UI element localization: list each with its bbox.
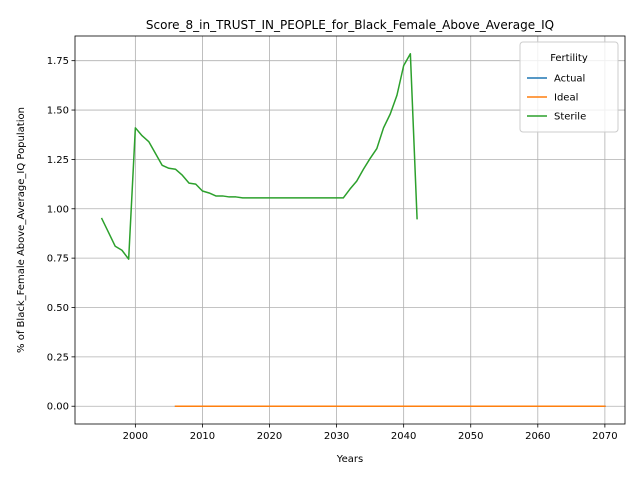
x-tick-label: 2070 xyxy=(592,431,617,442)
y-tick-label: 1.50 xyxy=(47,106,69,117)
plot-frame xyxy=(74,35,626,425)
legend: Fertility Actual Ideal Sterile xyxy=(519,41,619,133)
legend-title: Fertility xyxy=(550,53,588,64)
legend-box xyxy=(519,41,619,133)
y-tick-label: 0.25 xyxy=(47,352,69,363)
legend-label-ideal: Ideal xyxy=(554,93,578,104)
legend-label-actual: Actual xyxy=(554,74,585,85)
legend-label-sterile: Sterile xyxy=(554,112,586,123)
y-axis-label: % of Black_Female Above_Average_IQ Popul… xyxy=(16,107,27,353)
x-tick-label: 2000 xyxy=(123,431,148,442)
x-tick-label: 2020 xyxy=(257,431,282,442)
x-tick-label: 2040 xyxy=(391,431,416,442)
series-line-sterile xyxy=(100,53,418,260)
grid xyxy=(75,36,625,424)
x-tick-label: 2010 xyxy=(190,431,215,442)
x-tick-label: 2030 xyxy=(324,431,349,442)
y-tick-label: 0.75 xyxy=(47,254,69,265)
y-tick-label: 1.75 xyxy=(47,56,69,67)
y-axis-ticks: 0.00 0.25 0.50 0.75 1.00 1.25 1.50 1.75 xyxy=(47,56,75,413)
chart-title: Score_8_in_TRUST_IN_PEOPLE_for_Black_Fem… xyxy=(146,18,554,32)
x-axis-label: Years xyxy=(336,454,363,465)
series-lines xyxy=(100,53,606,407)
y-tick-label: 0.00 xyxy=(47,402,69,413)
x-tick-label: 2060 xyxy=(525,431,550,442)
x-axis-ticks: 2000 2010 2020 2030 2040 2050 2060 2070 xyxy=(123,424,618,442)
y-tick-label: 0.50 xyxy=(47,303,69,314)
y-tick-label: 1.00 xyxy=(47,204,69,215)
y-tick-label: 1.25 xyxy=(47,155,69,166)
x-tick-label: 2050 xyxy=(458,431,483,442)
legend-entries: Actual Ideal Sterile xyxy=(527,74,586,123)
